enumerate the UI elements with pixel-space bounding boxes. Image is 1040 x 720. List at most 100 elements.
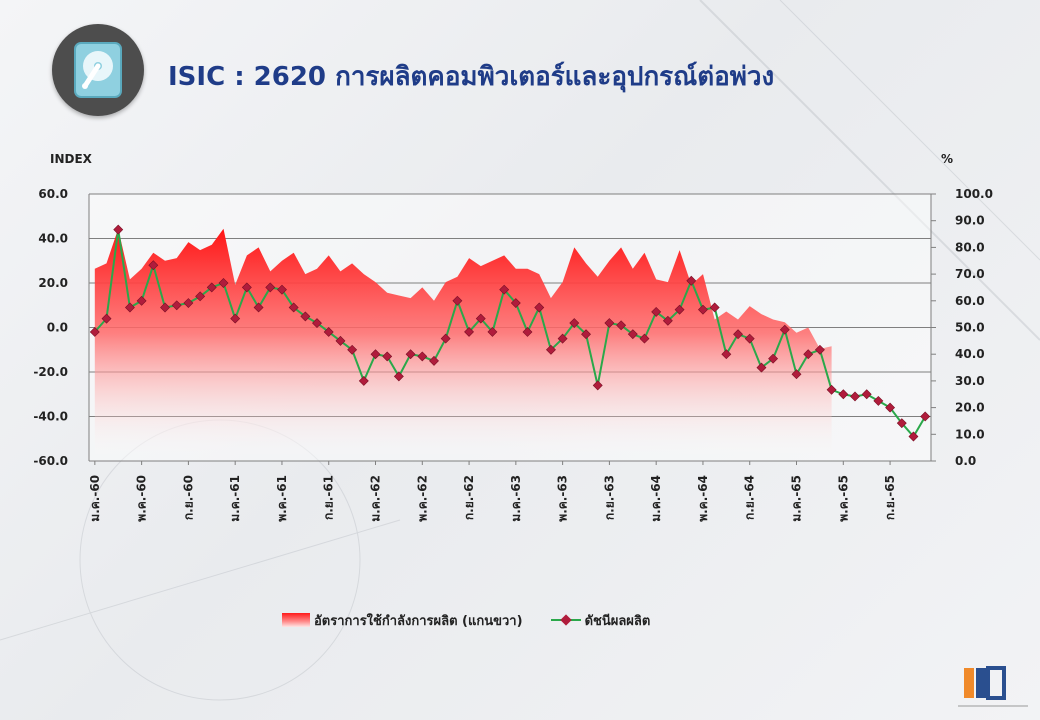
index-point — [698, 304, 708, 315]
index-point — [616, 320, 627, 331]
index-point — [347, 344, 358, 355]
x-tick-label: ม.ค.-64 — [649, 475, 663, 522]
index-point — [604, 318, 615, 328]
chart: 60.0 40.0 20.0 0.0 -20.0 -40.0 -60.0 100.0 90.0 8… — [33, 152, 993, 522]
index-point — [89, 327, 100, 337]
index-point — [756, 362, 767, 373]
legend: อัตราการใช้กำลังการผลิต (แกนขวา) ดัชนีผล… — [282, 610, 650, 630]
index-point — [592, 380, 603, 391]
left-axis-title: INDEX — [50, 152, 93, 166]
legend-area-label: อัตราการใช้กำลังการผลิต (แกนขวา) — [314, 613, 523, 629]
right-tick-label: 50.0 — [955, 321, 985, 335]
left-tick-label: -20.0 — [33, 365, 68, 379]
x-tick-label: ก.ย.-62 — [462, 475, 476, 520]
index-point — [744, 333, 755, 344]
index-point — [253, 302, 264, 313]
index-point — [814, 344, 825, 355]
index-point — [908, 431, 919, 442]
right-axis-title: % — [941, 152, 953, 166]
right-tick-label: 40.0 — [955, 347, 985, 361]
legend-line-swatch — [550, 613, 581, 627]
index-point — [651, 306, 662, 317]
axis-labels: 60.0 40.0 20.0 0.0 -20.0 -40.0 -60.0 100.0 90.0 8… — [33, 152, 993, 522]
left-tick-label: -40.0 — [33, 410, 68, 424]
index-point — [300, 311, 311, 322]
right-tick-label: 60.0 — [955, 294, 985, 308]
index-point — [627, 329, 638, 340]
index-point — [826, 384, 837, 395]
index-point — [288, 302, 299, 313]
index-point — [382, 351, 393, 362]
index-point — [850, 391, 860, 402]
right-tick-label: 0.0 — [955, 454, 976, 468]
index-point — [323, 327, 334, 337]
index-point — [101, 313, 112, 324]
index-point — [674, 304, 685, 315]
index-point — [370, 349, 381, 360]
right-tick-label: 10.0 — [955, 427, 985, 441]
index-point — [546, 344, 556, 355]
x-tick-label: ก.ย.-60 — [181, 475, 195, 520]
index-point — [312, 318, 322, 329]
left-tick-label: 20.0 — [38, 276, 68, 290]
index-point — [265, 282, 276, 293]
index-point — [487, 326, 498, 337]
index-point — [522, 327, 533, 337]
index-point — [195, 291, 206, 302]
index-point — [136, 295, 147, 306]
index-point — [171, 300, 182, 311]
x-tick-label: ม.ค.-61 — [228, 475, 242, 522]
index-point — [733, 329, 743, 340]
index-point — [160, 302, 170, 313]
index-point — [885, 402, 896, 413]
right-tick-label: 90.0 — [955, 214, 985, 228]
index-point — [277, 284, 287, 295]
index-point — [791, 369, 802, 380]
right-tick-label: 70.0 — [955, 267, 985, 281]
index-point — [405, 349, 416, 360]
index-point — [124, 302, 135, 313]
x-tick-label: พ.ค.-65 — [836, 475, 850, 522]
x-tick-label: พ.ค.-62 — [415, 475, 429, 522]
index-point — [475, 313, 486, 324]
left-tick-label: 60.0 — [38, 187, 68, 201]
oie-logo-icon — [958, 664, 1028, 714]
hard-disk-icon — [52, 24, 144, 116]
x-tick-label: พ.ค.-63 — [556, 475, 570, 522]
index-point — [499, 284, 510, 295]
index-point — [803, 349, 814, 360]
index-point — [581, 329, 591, 340]
index-point — [709, 302, 720, 313]
legend-line-label: ดัชนีผลผลิต — [584, 613, 651, 629]
index-point — [662, 315, 673, 326]
right-tick-label: 100.0 — [955, 187, 993, 201]
index-point — [873, 395, 884, 406]
index-point — [218, 278, 229, 288]
index-point — [721, 349, 732, 360]
index-point — [534, 302, 545, 313]
index-point — [510, 298, 521, 309]
capacity-area — [94, 228, 832, 461]
index-point — [358, 375, 369, 386]
x-tick-label: ก.ย.-63 — [602, 475, 616, 520]
index-line — [94, 229, 927, 439]
index-point — [429, 355, 439, 366]
x-tick-label: ม.ค.-63 — [509, 475, 523, 522]
index-point — [417, 351, 428, 362]
x-tick-label: ก.ย.-61 — [322, 475, 336, 520]
right-tick-label: 80.0 — [955, 240, 985, 254]
index-point — [569, 318, 580, 328]
left-tick-label: -60.0 — [33, 454, 68, 468]
x-tick-label: ม.ค.-65 — [790, 475, 804, 522]
left-tick-label: 40.0 — [38, 232, 68, 246]
index-point — [557, 333, 568, 344]
axes — [88, 193, 936, 465]
index-point — [335, 335, 346, 346]
index-point — [920, 411, 931, 422]
index-point — [639, 333, 650, 344]
index-point — [148, 260, 159, 271]
x-tick-label: ก.ย.-64 — [743, 475, 757, 520]
index-point — [241, 282, 252, 293]
legend-area-swatch — [282, 613, 310, 627]
